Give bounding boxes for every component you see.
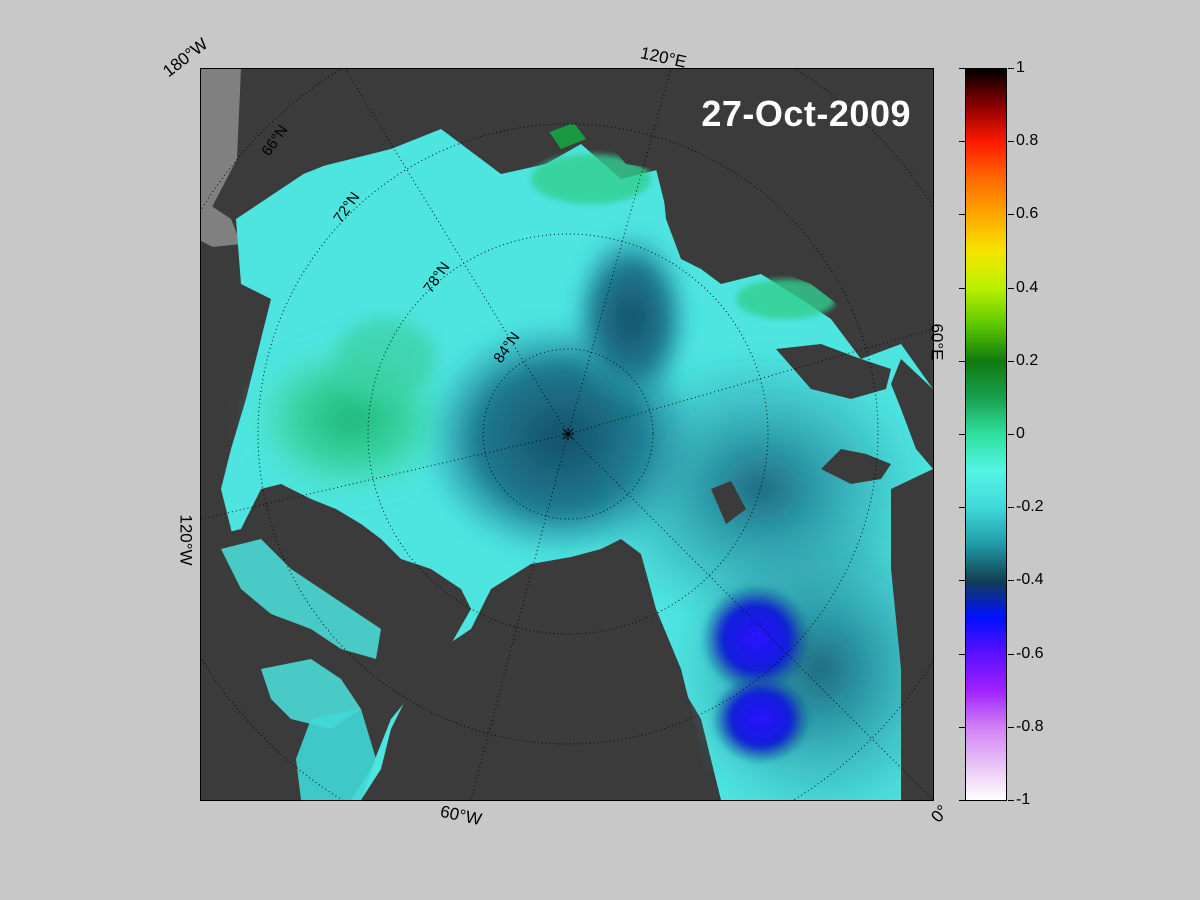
colorbar-tick-label: -0.2 xyxy=(1016,498,1044,516)
land-franz-josef xyxy=(711,481,746,524)
land-greenland xyxy=(371,539,706,800)
colorbar-tick-mark xyxy=(959,726,965,728)
colorbar-tick-mark xyxy=(1008,360,1014,362)
colorbar-tick-mark xyxy=(1008,287,1014,289)
colorbar-tick-label: 1 xyxy=(1016,59,1025,76)
parallel-84n xyxy=(482,348,654,520)
colorbar-tick-mark xyxy=(959,360,965,362)
colorbar-tick-mark xyxy=(1008,580,1014,582)
colorbar-tick-label: 0.6 xyxy=(1016,205,1039,223)
longitude-label-0: 0° xyxy=(927,801,953,827)
colorbar-tick-mark xyxy=(959,434,965,435)
colorbar-tick-label: -0.6 xyxy=(1016,644,1044,662)
land-east xyxy=(891,359,933,469)
longitude-label-120w: 120°W xyxy=(176,514,196,566)
land-novaya-zemlya xyxy=(776,344,891,399)
missing-data-area xyxy=(201,199,241,247)
thick-ice-region xyxy=(336,319,436,399)
colorbar xyxy=(965,68,1007,801)
longitude-label-60e: 60°E xyxy=(927,323,947,361)
meridian xyxy=(567,328,933,435)
negative-anomaly-region xyxy=(711,674,811,764)
colorbar-tick-label: 0.2 xyxy=(1016,351,1039,369)
colorbar-tick-label: 0.8 xyxy=(1016,132,1039,150)
meridian xyxy=(201,433,569,520)
colorbar-tick-mark xyxy=(959,141,965,143)
map-panel: 66°N 72°N 78°N 84°N 27-Oct-2009 xyxy=(200,68,934,801)
positive-anomaly-region xyxy=(736,279,836,319)
colorbar-tick-mark xyxy=(1008,141,1014,143)
colorbar-tick-mark xyxy=(959,800,965,801)
archipelago-channel xyxy=(296,709,376,800)
colorbar-tick-mark xyxy=(1008,434,1014,435)
colorbar-tick-mark xyxy=(1008,507,1014,509)
colorbar-tick-mark xyxy=(1008,68,1014,69)
archipelago-channel xyxy=(261,659,361,729)
colorbar-tick-mark xyxy=(959,287,965,289)
graticule xyxy=(201,69,933,800)
meridian xyxy=(567,69,672,435)
positive-anomaly-region xyxy=(531,154,651,204)
land-scandinavia xyxy=(891,469,933,800)
longitude-label-60w: 60°W xyxy=(438,801,484,830)
thin-ice-region xyxy=(571,229,691,409)
colorbar-tick-mark xyxy=(1008,653,1014,655)
colorbar-tick-mark xyxy=(1008,726,1014,728)
land-svalbard xyxy=(821,449,891,484)
colorbar-tick-label: -0.4 xyxy=(1016,571,1044,589)
colorbar-tick-label: 0.4 xyxy=(1016,278,1039,296)
colorbar-tick-mark xyxy=(1008,800,1014,801)
colorbar-tick-label: 0 xyxy=(1016,425,1025,442)
colorbar-tick-mark xyxy=(959,580,965,582)
ice-thickness-map: 66°N 72°N 78°N 84°N xyxy=(201,69,933,800)
parallel-78n xyxy=(367,233,769,635)
colorbar-tick-mark xyxy=(1008,214,1014,216)
negative-anomaly-region xyxy=(701,584,811,694)
colorbar-tick-mark xyxy=(959,507,965,509)
land-siberia xyxy=(236,69,933,339)
colorbar-tick-mark xyxy=(959,653,965,655)
date-stamp: 27-Oct-2009 xyxy=(701,93,911,134)
colorbar-tick-label: -1 xyxy=(1016,791,1031,808)
missing-data-area xyxy=(201,69,241,219)
parallel-72n xyxy=(257,123,879,745)
colorbar-tick-label: -0.8 xyxy=(1016,717,1044,735)
colorbar-tick-mark xyxy=(959,214,965,216)
colorbar-tick-mark xyxy=(959,68,965,69)
north-pole-marker xyxy=(562,428,574,440)
archipelago-channel xyxy=(221,539,381,659)
